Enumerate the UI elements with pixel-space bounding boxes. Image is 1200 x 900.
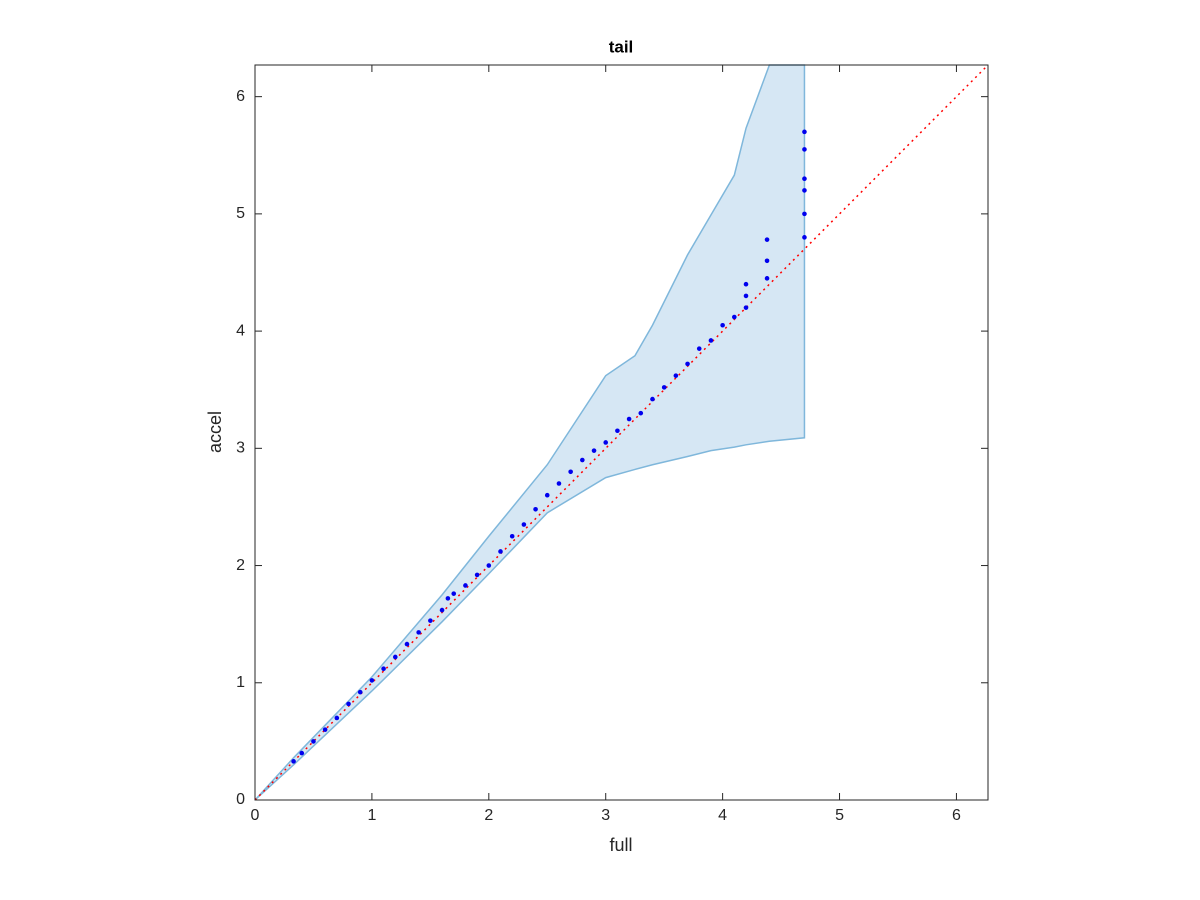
data-point — [764, 276, 770, 281]
data-point — [685, 361, 690, 367]
data-point — [568, 469, 573, 475]
y-tick-label: 3 — [236, 440, 245, 457]
chart-title: tail — [609, 37, 634, 56]
x-tick-label: 3 — [601, 807, 610, 824]
data-point — [451, 591, 457, 596]
data-point — [802, 129, 807, 135]
y-axis-label: accel — [205, 411, 225, 453]
data-point — [743, 293, 749, 299]
y-tick-label: 0 — [236, 791, 245, 808]
data-point — [802, 176, 807, 182]
x-tick-label: 4 — [718, 807, 727, 824]
data-point — [404, 641, 410, 647]
confidence-band — [254, 64, 806, 801]
data-point — [521, 522, 527, 527]
data-point — [445, 596, 451, 601]
data-point — [720, 322, 725, 328]
plot-frame — [254, 64, 989, 801]
data-point — [346, 701, 351, 707]
data-point — [428, 618, 433, 623]
data-point — [509, 533, 515, 539]
x-tick-label: 0 — [251, 807, 260, 824]
data-point — [486, 563, 492, 568]
data-point — [544, 492, 550, 498]
y-tick-label: 2 — [236, 557, 245, 574]
x-tick-label: 6 — [952, 807, 961, 824]
data-point — [463, 583, 468, 588]
data-point — [650, 396, 655, 402]
data-point — [381, 666, 386, 672]
data-point — [439, 607, 445, 613]
data-point — [661, 385, 667, 390]
data-point — [357, 689, 363, 695]
data-point — [764, 237, 770, 242]
data-point — [416, 630, 421, 635]
x-axis-label: full — [609, 835, 632, 855]
data-point — [334, 715, 340, 721]
data-point — [474, 572, 480, 578]
data-point — [603, 440, 609, 445]
data-point — [673, 373, 679, 378]
x-tick-label: 1 — [367, 807, 376, 824]
data-point — [322, 727, 328, 732]
data-point — [498, 549, 503, 554]
data-point — [802, 211, 807, 217]
data-point — [802, 188, 807, 193]
reference-line — [254, 64, 989, 801]
data-point — [708, 338, 714, 343]
data-point — [802, 147, 807, 152]
data-point — [299, 750, 305, 756]
data-point — [615, 428, 620, 434]
data-point — [580, 457, 585, 463]
data-point — [291, 759, 296, 764]
data-point — [311, 739, 316, 744]
y-tick-label: 1 — [236, 674, 245, 691]
data-point — [764, 258, 770, 264]
y-tick-label: 5 — [236, 205, 245, 222]
data-point — [369, 678, 375, 683]
data-point — [802, 235, 807, 240]
data-point — [392, 654, 398, 660]
data-point — [638, 410, 644, 416]
data-point — [743, 305, 749, 310]
y-tick-label: 6 — [236, 88, 245, 105]
data-point — [743, 281, 749, 287]
data-point — [556, 481, 562, 486]
data-point — [533, 506, 538, 512]
x-tick-label: 2 — [484, 807, 493, 824]
data-point — [696, 346, 702, 351]
data-point — [591, 448, 597, 453]
data-point — [732, 314, 737, 320]
data-point — [626, 416, 632, 422]
y-tick-label: 4 — [236, 322, 245, 339]
x-tick-label: 5 — [835, 807, 844, 824]
